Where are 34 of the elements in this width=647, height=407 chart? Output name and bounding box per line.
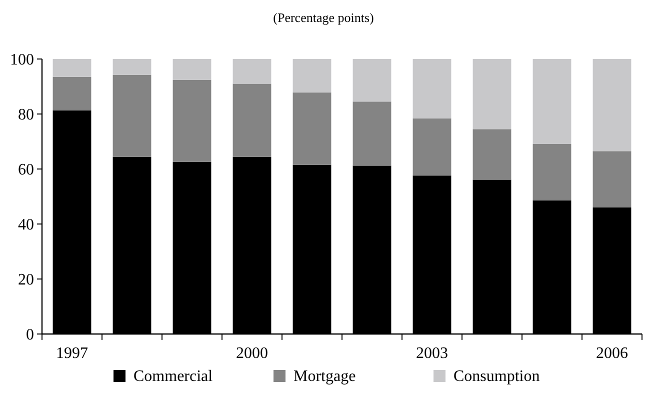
legend-label: Commercial [134, 368, 214, 385]
bar [112, 59, 152, 75]
bar [292, 59, 332, 93]
bar [52, 76, 92, 110]
y-tick-label: 0 [26, 326, 34, 344]
y-tick-label: 100 [10, 52, 34, 69]
chart-title: (Percentage points) [273, 10, 374, 25]
bar [472, 129, 512, 180]
legend-label: Mortgage [294, 368, 356, 385]
bar [472, 59, 512, 130]
x-tick-label: 2000 [236, 345, 268, 362]
bar [172, 80, 212, 162]
y-tick-label: 80 [18, 106, 34, 124]
bar [292, 92, 332, 165]
bar [592, 151, 632, 208]
bar [352, 59, 392, 102]
bar [172, 59, 212, 80]
bar [412, 118, 452, 176]
legend-label: Consumption [454, 368, 540, 385]
bar [112, 74, 152, 157]
bar [412, 59, 452, 118]
y-tick-label: 40 [18, 216, 34, 234]
bar [52, 59, 92, 77]
x-tick-label: 2006 [596, 345, 628, 362]
bar [592, 59, 632, 152]
bar [352, 102, 392, 166]
y-tick-label: 20 [18, 272, 34, 289]
bar [232, 59, 272, 84]
x-tick-label: 1997 [56, 345, 88, 362]
bar [532, 144, 572, 200]
x-tick-label: 2003 [416, 345, 448, 362]
y-tick-label: 60 [18, 162, 34, 179]
bar [232, 84, 272, 157]
bar [532, 59, 572, 144]
